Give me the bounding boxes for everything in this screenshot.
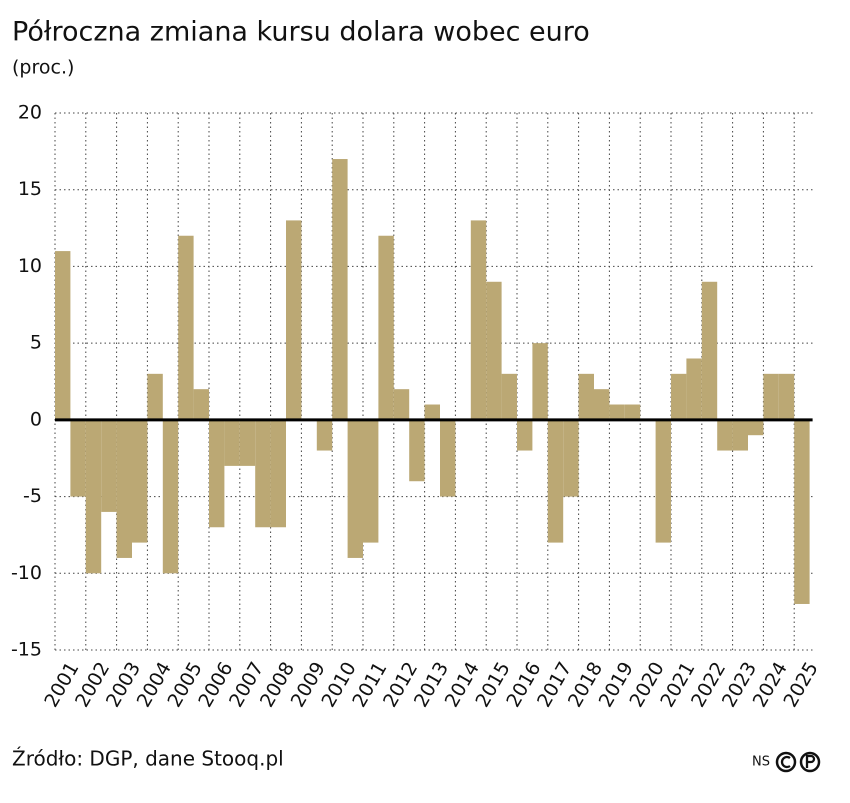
bar — [224, 419, 240, 466]
bar — [239, 419, 256, 466]
bar — [270, 419, 286, 528]
bar — [748, 419, 764, 436]
bar — [116, 419, 132, 558]
bar — [316, 419, 333, 451]
bar — [332, 159, 348, 420]
y-tick-label: 15 — [18, 178, 42, 200]
bar — [470, 220, 487, 420]
bar — [55, 251, 71, 420]
y-tick-label: -5 — [23, 485, 42, 507]
bar — [701, 281, 718, 420]
bar — [162, 419, 179, 574]
bar — [517, 419, 533, 451]
bar — [486, 281, 502, 420]
bar — [347, 419, 363, 558]
bar — [286, 220, 302, 420]
bar — [763, 373, 779, 420]
bar — [193, 389, 209, 420]
bar — [563, 419, 579, 497]
bar — [717, 419, 733, 451]
y-tick-label: -15 — [11, 639, 42, 661]
chart-subtitle: (proc.) — [12, 57, 74, 79]
bar — [547, 419, 564, 543]
bar — [778, 373, 795, 420]
y-tick-label: -10 — [11, 562, 42, 584]
bar — [132, 419, 148, 543]
bar — [393, 389, 410, 420]
bar — [794, 419, 810, 604]
license-icons — [775, 751, 821, 773]
bar — [209, 419, 225, 528]
chart-title: Półroczna zmiana kursu dolara wobec euro — [12, 17, 590, 48]
bar — [440, 419, 456, 497]
bar — [686, 358, 702, 420]
logo: NS — [752, 755, 770, 770]
bar — [363, 419, 379, 543]
bar — [255, 419, 271, 528]
bar — [578, 373, 594, 420]
bar — [624, 404, 641, 420]
bar — [609, 404, 625, 420]
bar — [655, 419, 671, 543]
bar — [594, 389, 610, 420]
bar — [101, 419, 117, 512]
bar — [424, 404, 440, 420]
bar — [532, 343, 548, 420]
y-tick-label: 20 — [18, 102, 42, 124]
y-tick-label: 10 — [18, 255, 42, 277]
bar — [178, 235, 194, 420]
source: Źródło: DGP, dane Stooq.pl — [12, 747, 284, 771]
bar — [409, 419, 425, 482]
bar — [501, 373, 517, 420]
bar — [671, 373, 687, 420]
bar — [85, 419, 102, 574]
y-tick-label: 0 — [30, 408, 42, 430]
bar — [378, 235, 394, 420]
bar — [732, 419, 748, 451]
y-tick-label: 5 — [30, 332, 42, 354]
bar — [70, 419, 86, 497]
bar — [147, 373, 163, 420]
